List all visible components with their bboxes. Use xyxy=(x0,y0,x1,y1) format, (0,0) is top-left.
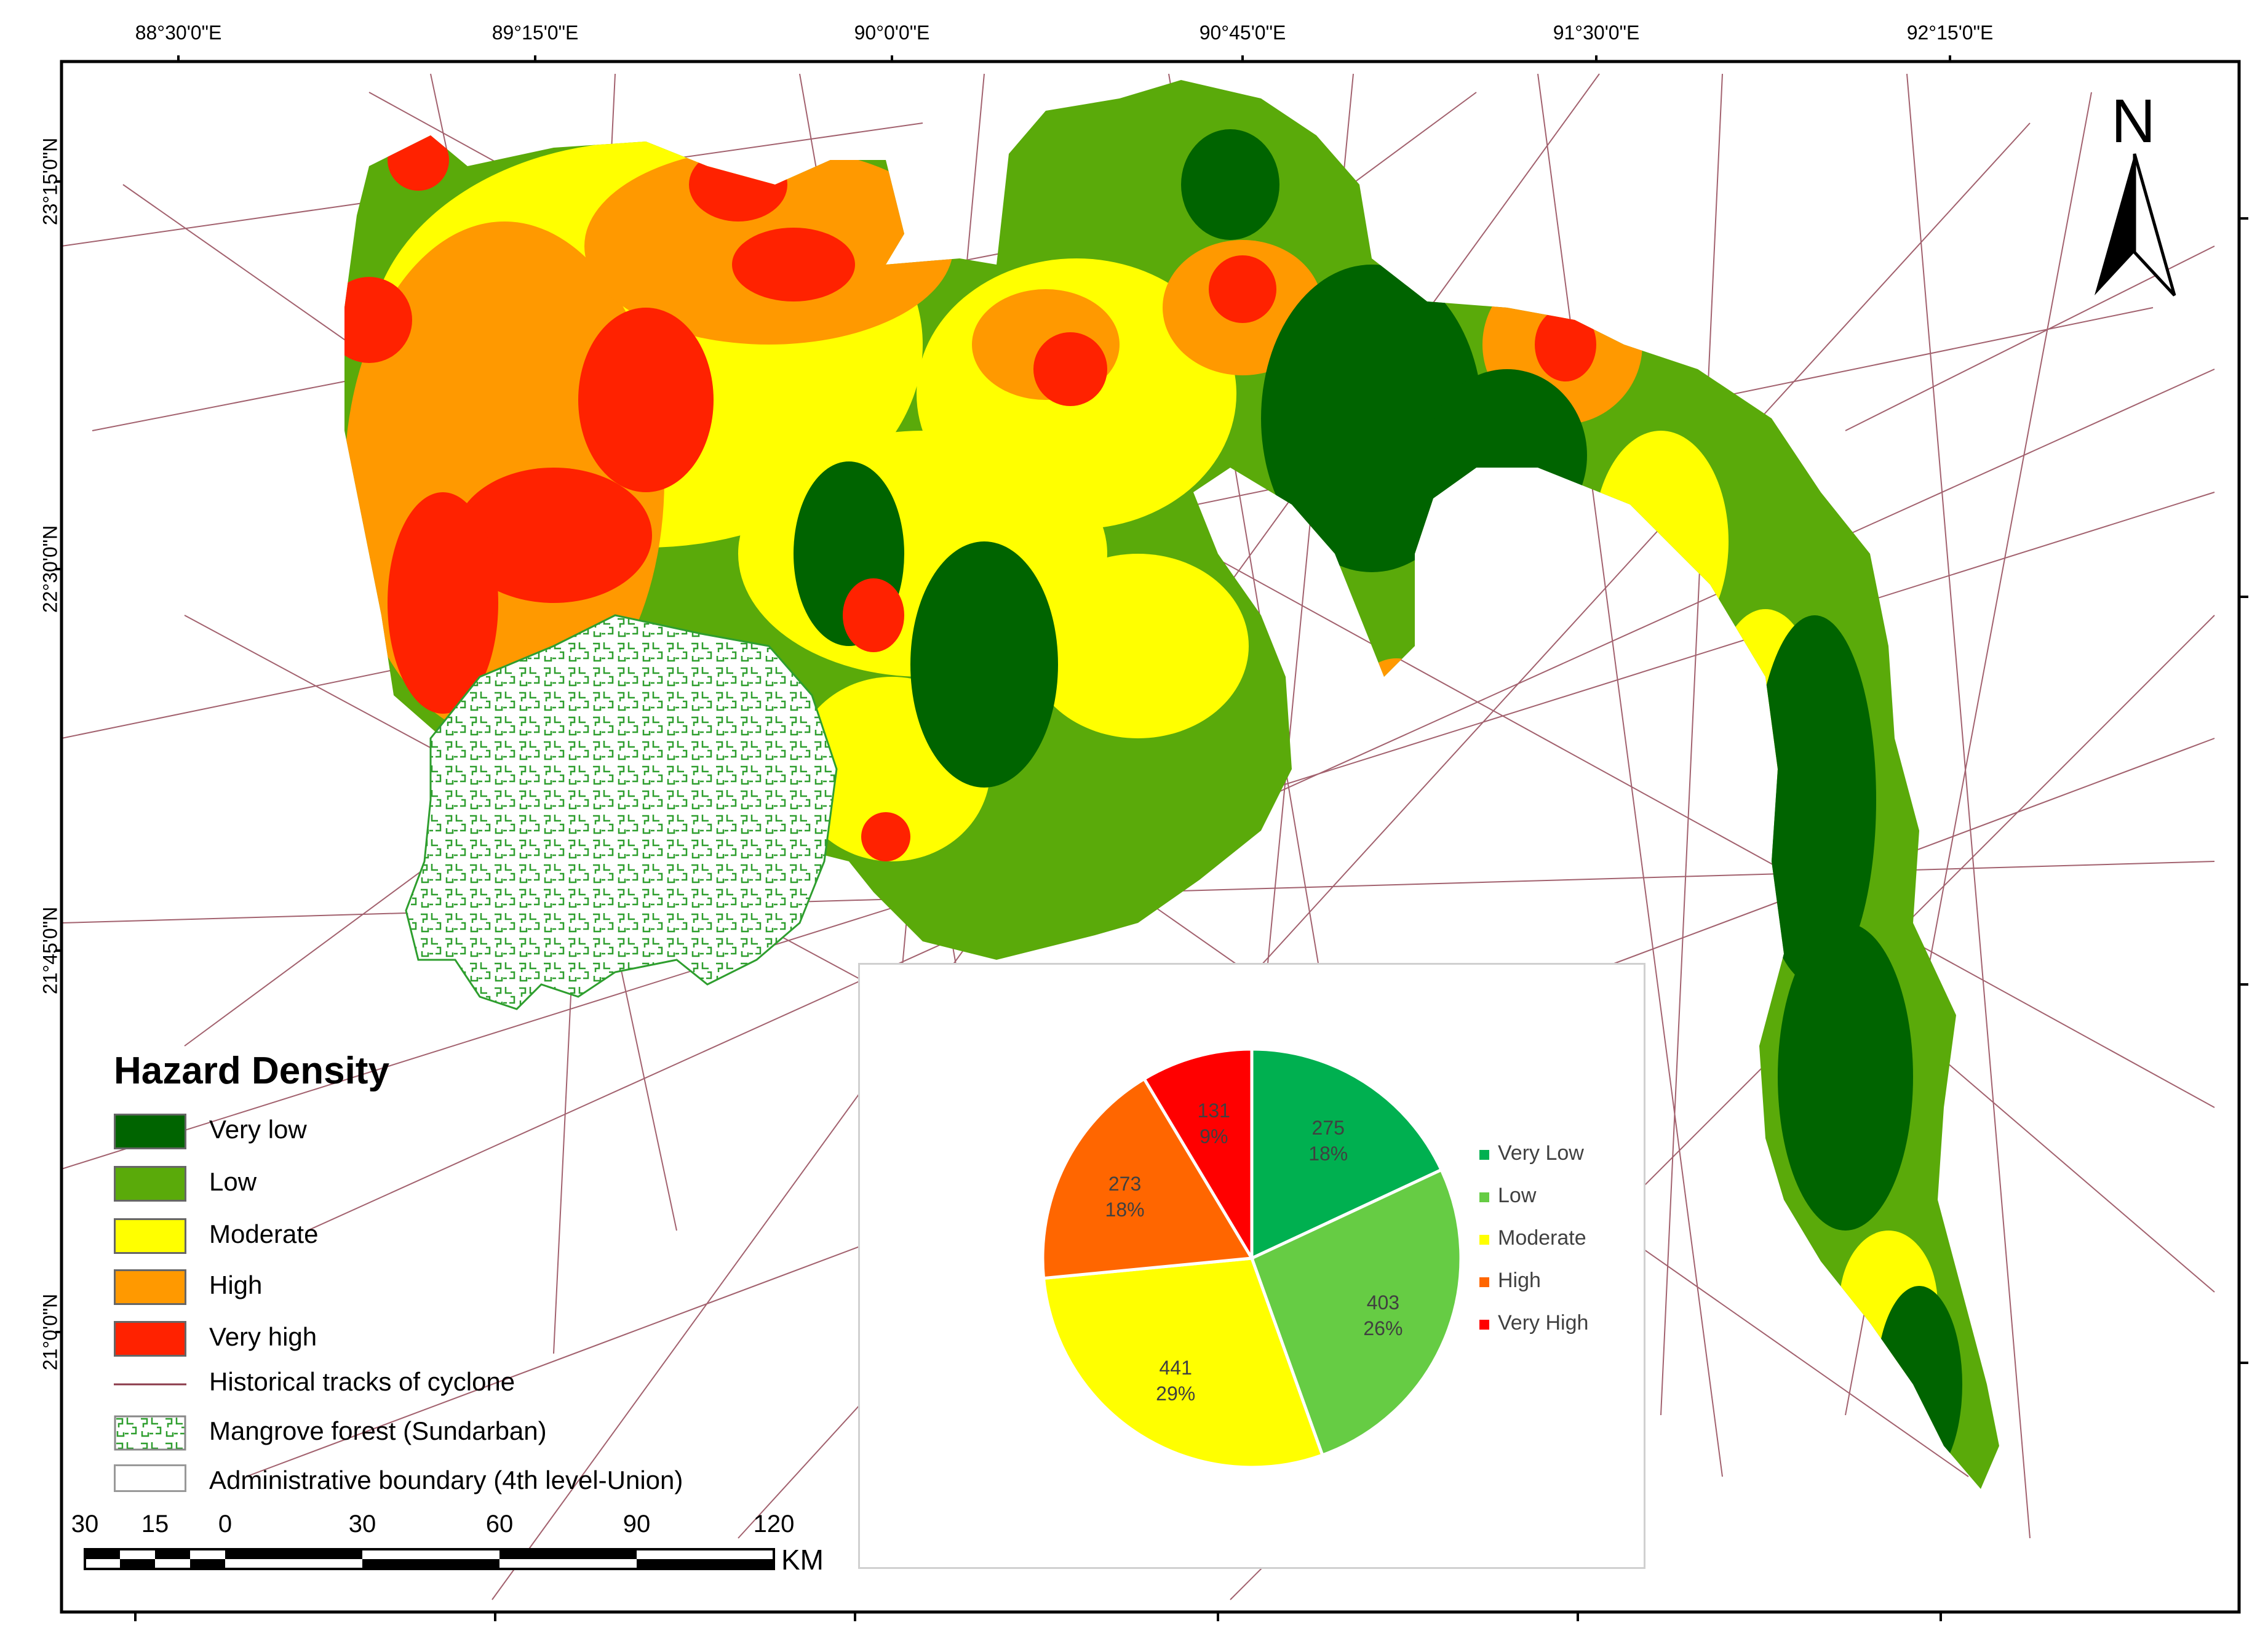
map-legend: Hazard Density Very low Low Moderate Hig… xyxy=(108,1049,809,1494)
pie-legend-swatch xyxy=(1479,1277,1489,1287)
pie-legend-label: High xyxy=(1498,1269,1541,1292)
track-line-icon xyxy=(114,1383,186,1386)
legend-label: Very low xyxy=(209,1115,307,1144)
map-frame xyxy=(55,55,2248,1621)
pie-slice-moderate xyxy=(1041,1256,1325,1469)
mangrove-swatch-icon xyxy=(114,1415,186,1451)
north-arrow xyxy=(2095,153,2176,297)
pie-legend-label: Very Low xyxy=(1498,1141,1584,1165)
pie-legend-label: Very High xyxy=(1498,1311,1589,1335)
pie-data-label-value: 441 xyxy=(1159,1357,1192,1379)
legend-label: Administrative boundary (4th level-Union… xyxy=(209,1466,683,1494)
pie-legend-label: Moderate xyxy=(1498,1226,1586,1250)
pie-data-label-value: 273 xyxy=(1108,1173,1141,1195)
pie-legend-swatch xyxy=(1479,1150,1489,1160)
pie-legend-swatch xyxy=(1479,1192,1489,1202)
legend-swatch xyxy=(114,1166,186,1202)
legend-label: Mangrove forest (Sundarban) xyxy=(209,1416,547,1445)
pie-legend-swatch xyxy=(1479,1235,1489,1245)
scale-tick: 30 xyxy=(71,1510,99,1538)
lon-label-6: 92°15'0"E xyxy=(1906,22,1994,44)
pie-data-label-value: 131 xyxy=(1198,1099,1230,1122)
lat-label-1: 23°15'0"N xyxy=(39,137,62,226)
legend-label: High xyxy=(209,1271,263,1299)
legend-swatch xyxy=(114,1218,186,1254)
pie-data-label-percent: 18% xyxy=(1105,1199,1145,1221)
legend-label: Very high xyxy=(209,1322,317,1351)
pie-legend-swatch xyxy=(1479,1320,1489,1330)
scale-tick: 0 xyxy=(218,1510,233,1538)
scale-tick: 60 xyxy=(485,1510,514,1538)
pie-slice-high xyxy=(1041,1077,1255,1280)
pie-slice-very-high xyxy=(1142,1047,1254,1264)
pie-data-label-percent: 9% xyxy=(1200,1125,1228,1147)
pie-legend-label: Low xyxy=(1498,1184,1537,1207)
lon-label-5: 91°30'0"E xyxy=(1553,22,1640,44)
pie-data-label-percent: 29% xyxy=(1156,1383,1195,1405)
lat-label-4: 21°0'0"N xyxy=(39,1293,62,1371)
legend-swatch xyxy=(114,1321,186,1357)
legend-label: Moderate xyxy=(209,1219,319,1248)
pie-data-label-value: 275 xyxy=(1312,1117,1345,1139)
legend-swatch xyxy=(114,1464,186,1492)
mangrove-forest xyxy=(405,614,838,1010)
lon-label-1: 88°30'0"E xyxy=(135,22,222,44)
pie-data-label-percent: 18% xyxy=(1308,1143,1348,1165)
lon-label-4: 90°45'0"E xyxy=(1199,22,1286,44)
pie-slice-very-low xyxy=(1250,1047,1444,1261)
lon-label-3: 90°0'0"E xyxy=(854,22,930,44)
lat-label-2: 22°30'0"N xyxy=(39,525,62,613)
legend-swatch xyxy=(114,1269,186,1305)
lat-label-3: 21°45'0"N xyxy=(39,906,62,995)
scale-tick: 15 xyxy=(141,1510,169,1538)
lon-label-2: 89°15'0"E xyxy=(491,22,579,44)
legend-label: Historical tracks of cyclone xyxy=(209,1367,515,1396)
north-label: N xyxy=(2111,87,2156,156)
legend-title: Hazard Density xyxy=(114,1050,389,1092)
pie-data-label-percent: 26% xyxy=(1363,1317,1403,1339)
scale-tick: 90 xyxy=(623,1510,651,1538)
scale-tick: 120 xyxy=(753,1510,795,1538)
scale-tick: 30 xyxy=(348,1510,376,1538)
scale-unit: KM xyxy=(781,1544,824,1576)
scale-bar xyxy=(84,1548,775,1570)
legend-swatch xyxy=(114,1114,186,1149)
pie-slice-low xyxy=(1249,1168,1463,1458)
pie-data-label-value: 403 xyxy=(1367,1291,1399,1314)
legend-label: Low xyxy=(209,1167,257,1196)
pie-chart: 275 18% 403 26% 441 29% 273 18% 131 9% xyxy=(1041,1047,1463,1469)
